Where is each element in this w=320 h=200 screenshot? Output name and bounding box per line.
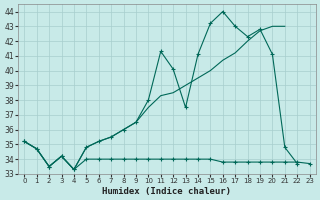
X-axis label: Humidex (Indice chaleur): Humidex (Indice chaleur) [102, 187, 231, 196]
